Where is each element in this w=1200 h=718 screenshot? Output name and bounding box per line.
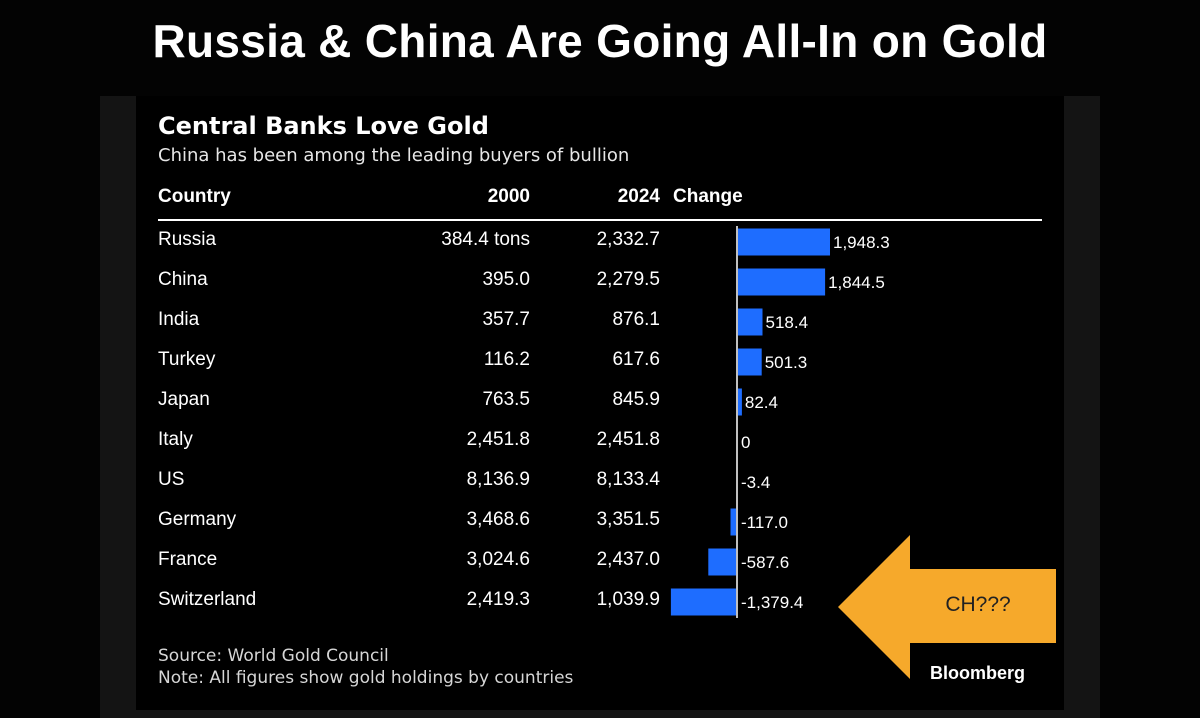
country-cell: India bbox=[158, 309, 200, 330]
value-2024-cell: 8,133.4 bbox=[596, 469, 660, 490]
table-row: Switzerland 2,419.3 1,039.9 bbox=[0, 580, 1200, 620]
country-cell: Japan bbox=[158, 389, 210, 410]
slide-title: Russia & China Are Going All-In on Gold bbox=[152, 15, 1048, 67]
table-row: US 8,136.9 8,133.4 bbox=[0, 460, 1200, 500]
change-label-russia: 1,948.3 bbox=[833, 233, 890, 252]
country-cell: France bbox=[158, 549, 218, 570]
change-bar-switzerland bbox=[670, 588, 736, 616]
column-header-change: Change bbox=[673, 186, 743, 207]
change-bar-india bbox=[738, 308, 763, 336]
change-label-switzerland: -1,379.4 bbox=[741, 593, 803, 612]
country-cell: US bbox=[158, 469, 185, 490]
table-row: Russia 384.4 tons 2,332.7 bbox=[0, 220, 1200, 260]
table-row: Germany 3,468.6 3,351.5 bbox=[0, 500, 1200, 540]
change-bar-russia bbox=[738, 228, 830, 256]
column-header-2000: 2000 bbox=[487, 186, 530, 207]
table-row: Italy 2,451.8 2,451.8 bbox=[0, 420, 1200, 460]
change-label-italy: 0 bbox=[741, 433, 750, 452]
value-2000-cell: 2,451.8 bbox=[466, 429, 530, 450]
value-2024-cell: 2,279.5 bbox=[596, 269, 660, 290]
value-2024-cell: 876.1 bbox=[612, 309, 660, 330]
value-2024-cell: 845.9 bbox=[612, 389, 660, 410]
left-arrow-icon bbox=[838, 535, 1056, 679]
chart-footnote: Source: World Gold Council Note: All fig… bbox=[158, 645, 573, 689]
change-label-japan: 82.4 bbox=[745, 393, 778, 412]
country-cell: Switzerland bbox=[158, 589, 257, 610]
column-header-2024: 2024 bbox=[617, 186, 660, 207]
country-cell: Turkey bbox=[158, 349, 216, 370]
value-2000-cell: 116.2 bbox=[483, 349, 530, 370]
column-header-country: Country bbox=[158, 186, 231, 207]
chart-subtitle: China has been among the leading buyers … bbox=[158, 145, 630, 166]
country-cell: Russia bbox=[158, 229, 217, 250]
annotation-arrow-shape bbox=[838, 535, 1056, 679]
value-2000-cell: 3,024.6 bbox=[466, 549, 530, 570]
value-2024-cell: 1,039.9 bbox=[596, 589, 660, 610]
table-row: Turkey 116.2 617.6 bbox=[0, 340, 1200, 380]
change-bar-turkey bbox=[738, 348, 762, 376]
change-bar-china bbox=[738, 268, 826, 296]
country-cell: Germany bbox=[158, 509, 237, 530]
change-label-france: -587.6 bbox=[741, 553, 789, 572]
change-bar-japan bbox=[738, 388, 742, 416]
value-2000-cell: 384.4 tons bbox=[441, 229, 530, 250]
value-2000-cell: 3,468.6 bbox=[466, 509, 530, 530]
value-2024-cell: 3,351.5 bbox=[596, 509, 660, 530]
value-2000-cell: 357.7 bbox=[482, 309, 530, 330]
table-row: Japan 763.5 845.9 bbox=[0, 380, 1200, 420]
table-row: France 3,024.6 2,437.0 bbox=[0, 540, 1200, 580]
change-label-us: -3.4 bbox=[741, 473, 770, 492]
bloomberg-logo: Bloomberg bbox=[930, 663, 1026, 683]
change-label-germany: -117.0 bbox=[741, 513, 788, 532]
annotation-label: CH??? bbox=[945, 593, 1011, 616]
change-bar-france bbox=[708, 548, 736, 576]
value-2000-cell: 763.5 bbox=[482, 389, 530, 410]
note-text: Note: All figures show gold holdings by … bbox=[158, 668, 574, 688]
change-bar-germany bbox=[730, 508, 736, 536]
value-2000-cell: 395.0 bbox=[482, 269, 530, 290]
table-row: India 357.7 876.1 bbox=[0, 300, 1200, 340]
header-rule bbox=[158, 219, 1042, 221]
country-cell: Italy bbox=[158, 429, 193, 450]
change-label-china: 1,844.5 bbox=[828, 273, 885, 292]
value-2024-cell: 2,332.7 bbox=[596, 229, 660, 250]
country-cell: China bbox=[158, 269, 208, 290]
value-2000-cell: 8,136.9 bbox=[466, 469, 530, 490]
chart-title: Central Banks Love Gold bbox=[158, 112, 489, 140]
source-text: Source: World Gold Council bbox=[158, 646, 389, 666]
table-row: China 395.0 2,279.5 bbox=[0, 260, 1200, 300]
change-label-turkey: 501.3 bbox=[765, 353, 808, 372]
value-2000-cell: 2,419.3 bbox=[466, 589, 530, 610]
value-2024-cell: 2,451.8 bbox=[596, 429, 660, 450]
change-label-india: 518.4 bbox=[766, 313, 809, 332]
value-2024-cell: 617.6 bbox=[612, 349, 660, 370]
value-2024-cell: 2,437.0 bbox=[596, 549, 660, 570]
